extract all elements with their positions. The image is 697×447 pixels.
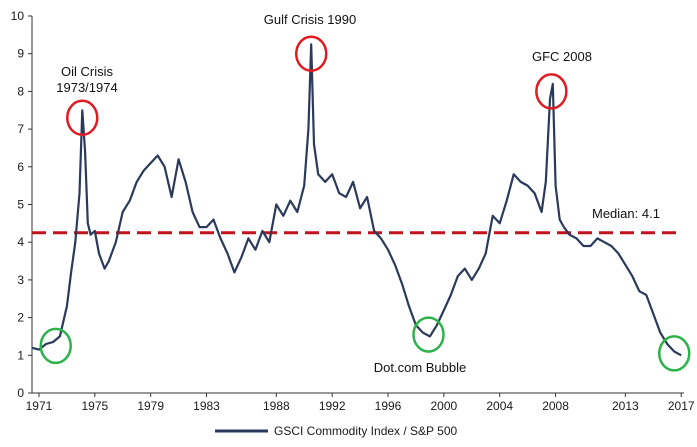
median-layer: Median: 4.1 bbox=[32, 206, 680, 235]
annotation-label: GFC 2008 bbox=[532, 49, 592, 64]
annotation-circle-trough bbox=[657, 335, 691, 372]
annotation-circle-peak bbox=[66, 99, 99, 137]
x-tick-label: 2008 bbox=[542, 399, 569, 413]
series-layer bbox=[31, 43, 682, 357]
y-tick-label: 2 bbox=[17, 311, 24, 325]
x-tick-label: 2017 bbox=[668, 399, 695, 413]
x-tick-label: 1983 bbox=[193, 399, 220, 413]
median-label: Median: 4.1 bbox=[592, 206, 660, 221]
y-tick-label: 1 bbox=[17, 348, 24, 362]
x-tick-label: 1988 bbox=[263, 399, 290, 413]
x-tick-label: 1979 bbox=[137, 399, 164, 413]
y-tick-label: 3 bbox=[17, 273, 24, 287]
legend-label: GSCI Commodity Index / S&P 500 bbox=[274, 424, 458, 438]
y-tick-label: 0 bbox=[17, 386, 24, 400]
y-tick-label: 8 bbox=[17, 84, 24, 98]
x-tick-label: 2004 bbox=[486, 399, 513, 413]
y-tick-label: 4 bbox=[17, 235, 24, 249]
x-tick-label: 2013 bbox=[612, 399, 639, 413]
annotation-circle-trough bbox=[412, 316, 445, 353]
annotation-label: Gulf Crisis 1990 bbox=[264, 12, 356, 27]
x-tick-label: 1992 bbox=[319, 399, 346, 413]
y-tick-label: 6 bbox=[17, 160, 24, 174]
x-tick-label: 1975 bbox=[81, 399, 108, 413]
annotation-label: Oil Crisis bbox=[61, 64, 113, 79]
x-tick-label: 2000 bbox=[431, 399, 458, 413]
y-tick-label: 9 bbox=[17, 47, 24, 61]
legend: GSCI Commodity Index / S&P 500 bbox=[215, 424, 458, 438]
x-tick-label: 1996 bbox=[375, 399, 402, 413]
y-tick-label: 5 bbox=[17, 198, 24, 212]
series-line-0 bbox=[31, 43, 682, 357]
annotation-circle-peak bbox=[294, 35, 328, 72]
annotation-label: 1973/1974 bbox=[56, 80, 117, 95]
y-tick-label: 10 bbox=[11, 9, 25, 23]
chart-axes: 0 1 2 3 4 5 6 7 8 9 10 1971 1975 1979 1983 1988 1992 1996… bbox=[11, 9, 695, 413]
y-tick-label: 7 bbox=[17, 122, 24, 136]
annotation-circle-trough bbox=[39, 327, 72, 365]
annotation-circle-peak bbox=[535, 73, 568, 110]
annotation-label: Dot.com Bubble bbox=[374, 360, 467, 375]
x-tick-label: 1971 bbox=[26, 399, 53, 413]
